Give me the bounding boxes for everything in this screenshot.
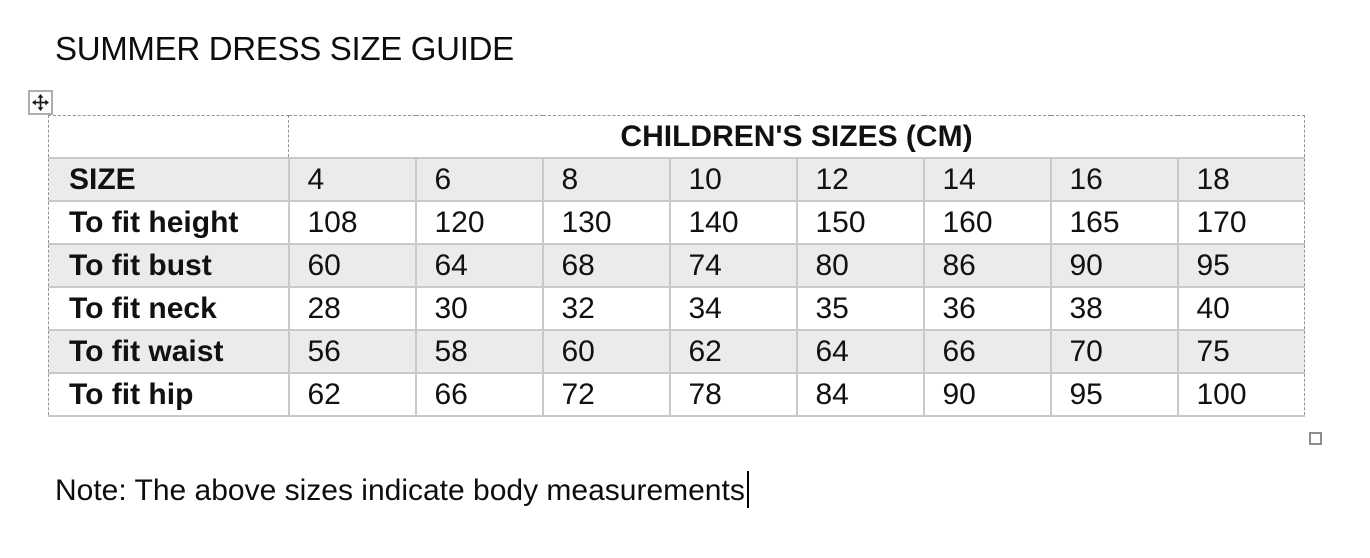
size-header-cell[interactable]: 8 [541, 157, 671, 202]
table-cell[interactable]: 38 [1049, 286, 1179, 331]
table-cell[interactable]: 60 [287, 243, 417, 288]
table-row: To fit height 108 120 130 140 150 160 16… [48, 200, 1305, 245]
table-cell[interactable]: 95 [1049, 372, 1179, 417]
table-cell[interactable]: 100 [1176, 372, 1305, 417]
table-cell[interactable]: 30 [414, 286, 544, 331]
table-resize-handle[interactable] [1309, 432, 1322, 445]
size-header-cell[interactable]: 6 [414, 157, 544, 202]
table-cell[interactable]: 120 [414, 200, 544, 245]
table-cell[interactable]: 78 [668, 372, 798, 417]
size-header-cell[interactable]: 14 [922, 157, 1052, 202]
table-cell[interactable]: 95 [1176, 243, 1305, 288]
size-header-cell[interactable]: 4 [287, 157, 417, 202]
row-label-waist[interactable]: To fit waist [48, 329, 290, 374]
table-cell[interactable]: 62 [287, 372, 417, 417]
text-cursor-caret [746, 471, 749, 508]
table-cell[interactable]: 36 [922, 286, 1052, 331]
table-cell-empty[interactable] [48, 115, 289, 159]
table-cell[interactable]: 150 [795, 200, 925, 245]
document-title[interactable]: SUMMER DRESS SIZE GUIDE [55, 30, 514, 67]
table-cell[interactable]: 28 [287, 286, 417, 331]
size-guide-table: CHILDREN'S SIZES (CM) SIZE 4 6 8 10 12 1… [48, 115, 1305, 417]
table-row: To fit neck 28 30 32 34 35 36 38 40 [48, 286, 1305, 331]
table-row: CHILDREN'S SIZES (CM) [48, 115, 1305, 159]
table-row: SIZE 4 6 8 10 12 14 16 18 [48, 157, 1305, 202]
row-label-size[interactable]: SIZE [48, 157, 290, 202]
size-header-cell[interactable]: 18 [1176, 157, 1305, 202]
table-cell[interactable]: 140 [668, 200, 798, 245]
table-cell[interactable]: 165 [1049, 200, 1179, 245]
size-header-cell[interactable]: 12 [795, 157, 925, 202]
table-move-handle[interactable] [28, 90, 53, 115]
table-cell[interactable]: 160 [922, 200, 1052, 245]
row-label-neck[interactable]: To fit neck [48, 286, 290, 331]
table-cell[interactable]: 58 [414, 329, 544, 374]
size-header-cell[interactable]: 16 [1049, 157, 1179, 202]
table-cell[interactable]: 90 [922, 372, 1052, 417]
table-cell[interactable]: 70 [1049, 329, 1179, 374]
row-label-bust[interactable]: To fit bust [48, 243, 290, 288]
table-row: To fit bust 60 64 68 74 80 86 90 95 [48, 243, 1305, 288]
row-label-hip[interactable]: To fit hip [48, 372, 290, 417]
table-row: To fit waist 56 58 60 62 64 66 70 75 [48, 329, 1305, 374]
table-cell[interactable]: 62 [668, 329, 798, 374]
table-row: To fit hip 62 66 72 78 84 90 95 100 [48, 372, 1305, 417]
note-text: Note: The above sizes indicate body meas… [55, 474, 745, 507]
table-cell[interactable]: 90 [1049, 243, 1179, 288]
table-cell[interactable]: 32 [541, 286, 671, 331]
move-icon [32, 94, 49, 111]
table-cell[interactable]: 60 [541, 329, 671, 374]
table-cell[interactable]: 74 [668, 243, 798, 288]
table-cell[interactable]: 84 [795, 372, 925, 417]
table-cell[interactable]: 75 [1176, 329, 1305, 374]
note-paragraph[interactable]: Note: The above sizes indicate body meas… [55, 471, 749, 508]
table-cell[interactable]: 35 [795, 286, 925, 331]
table-cell[interactable]: 68 [541, 243, 671, 288]
table-cell[interactable]: 64 [414, 243, 544, 288]
table-cell[interactable]: 40 [1176, 286, 1305, 331]
children-sizes-header-cell[interactable]: CHILDREN'S SIZES (CM) [288, 115, 1305, 159]
table-cell[interactable]: 72 [541, 372, 671, 417]
table-cell[interactable]: 34 [668, 286, 798, 331]
table-cell[interactable]: 86 [922, 243, 1052, 288]
size-header-cell[interactable]: 10 [668, 157, 798, 202]
table-cell[interactable]: 80 [795, 243, 925, 288]
table-cell[interactable]: 66 [414, 372, 544, 417]
table-cell[interactable]: 130 [541, 200, 671, 245]
table-cell[interactable]: 56 [287, 329, 417, 374]
table-cell[interactable]: 64 [795, 329, 925, 374]
row-label-height[interactable]: To fit height [48, 200, 290, 245]
table-cell[interactable]: 66 [922, 329, 1052, 374]
table-cell[interactable]: 108 [287, 200, 417, 245]
table-cell[interactable]: 170 [1176, 200, 1305, 245]
